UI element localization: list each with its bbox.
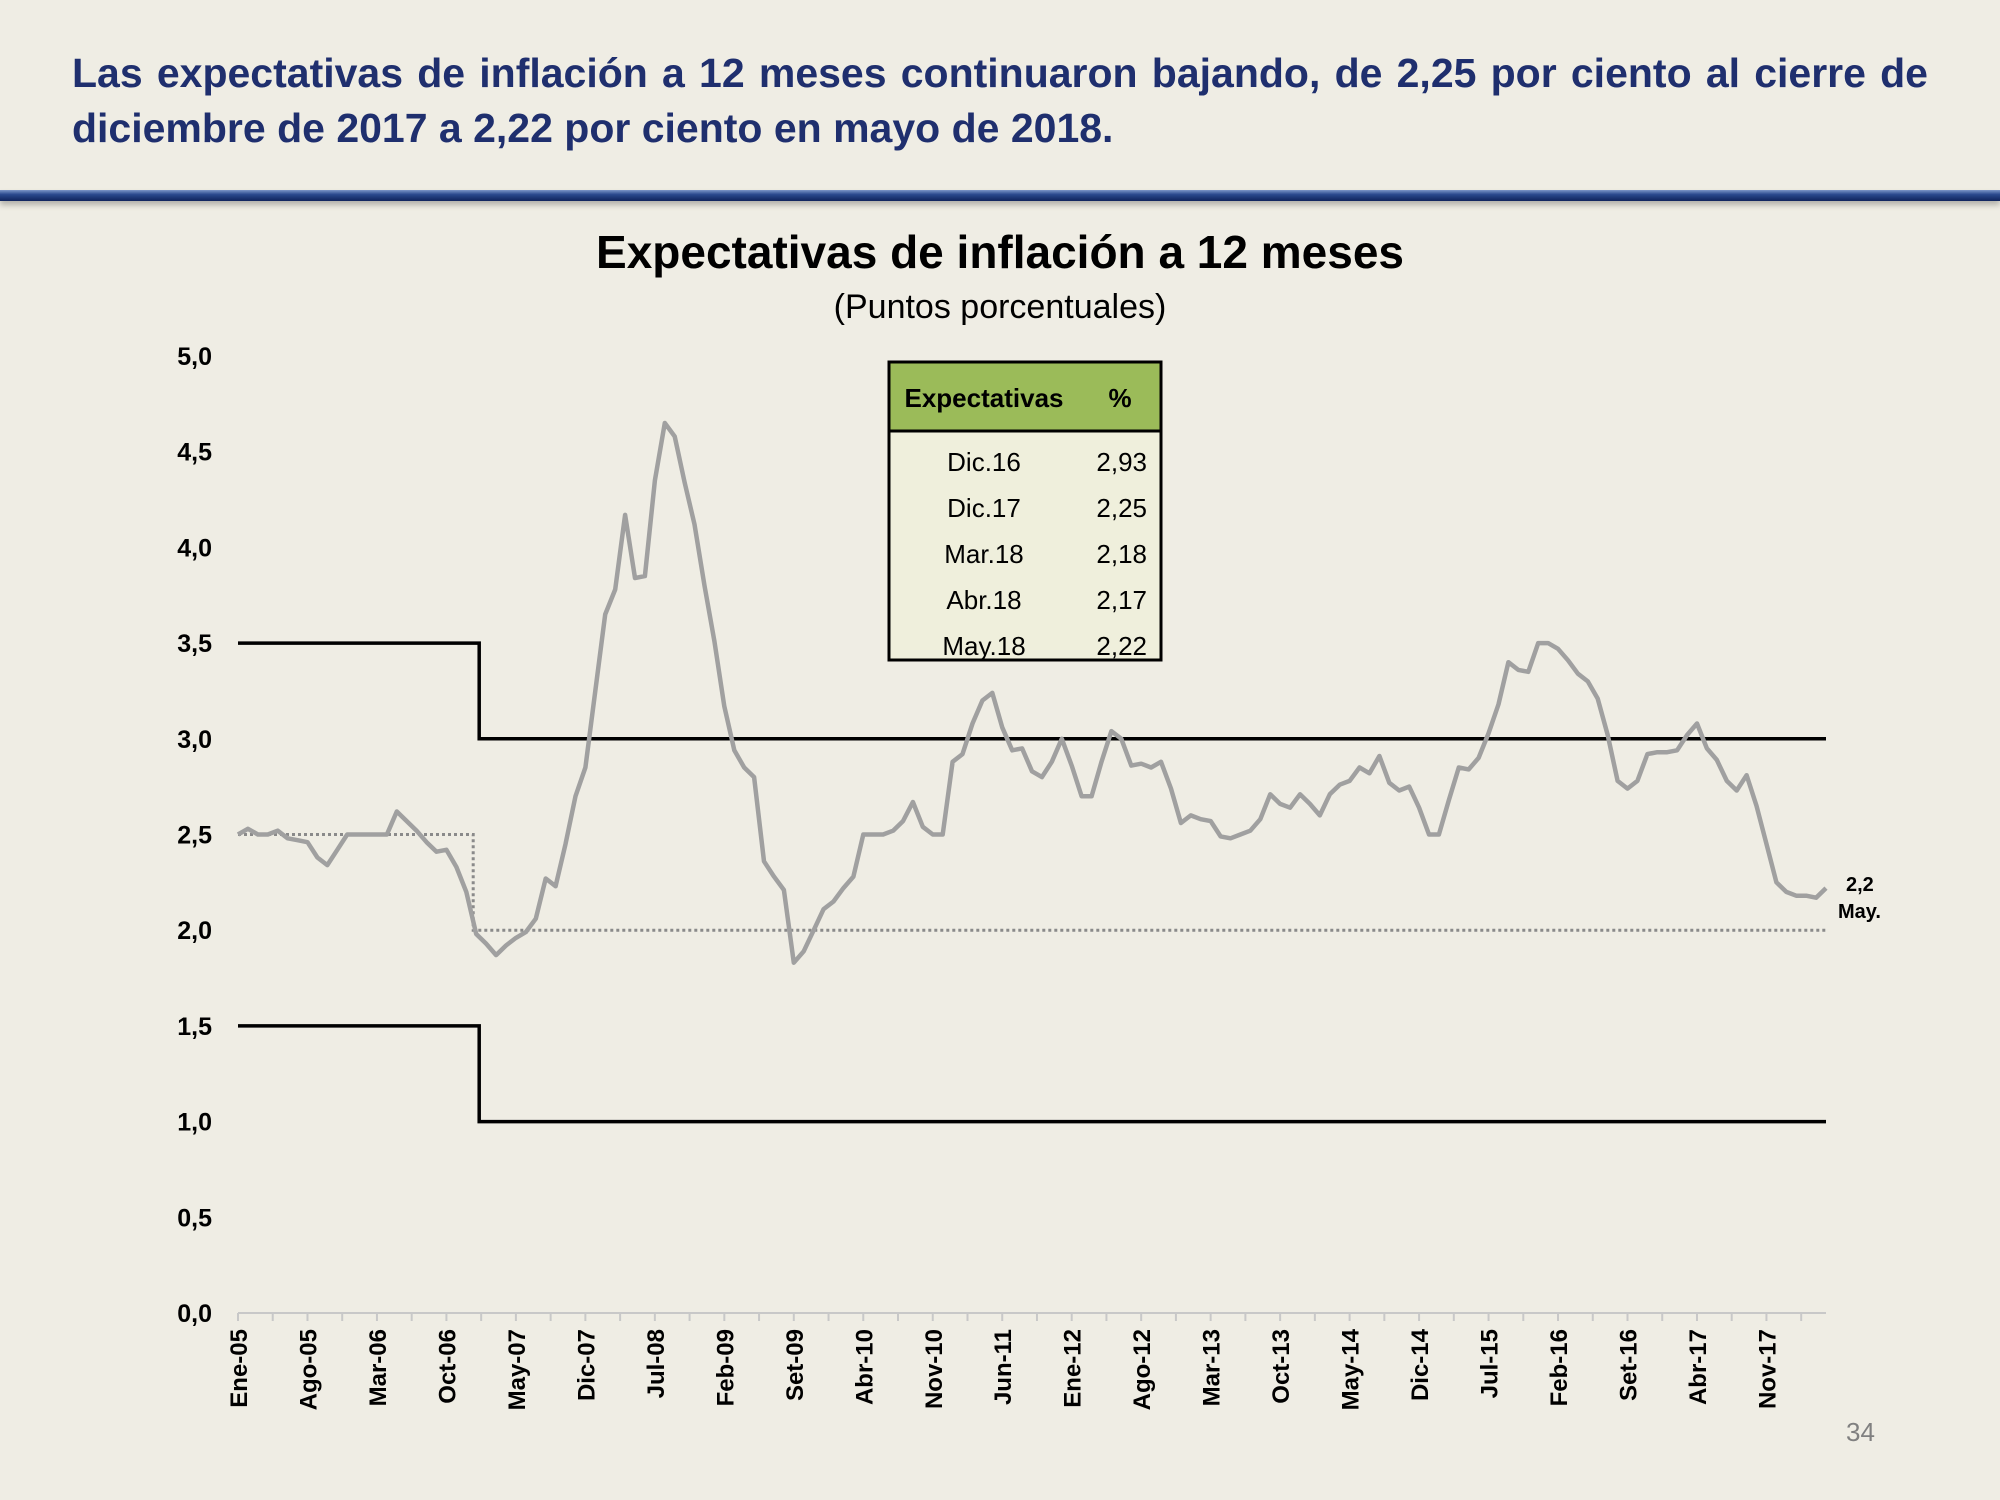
page-number: 34 (1846, 1417, 1875, 1447)
y-tick-label: 3,5 (177, 630, 212, 658)
x-tick-label: Dic-14 (1407, 1328, 1434, 1401)
y-tick-label: 2,5 (177, 822, 212, 850)
x-tick-label: Mar-13 (1199, 1329, 1226, 1406)
x-tick-label: Nov-10 (921, 1329, 948, 1409)
x-tick-label: Oct-13 (1268, 1329, 1295, 1404)
upper-range-line (238, 641, 1826, 741)
x-tick-label: Jul-08 (643, 1329, 670, 1398)
x-tick-label: Ene-05 (226, 1329, 253, 1408)
y-tick-label: 0,0 (177, 1300, 212, 1328)
table-row-value: 2,17 (1096, 585, 1147, 615)
x-tick-label: Abr-17 (1685, 1329, 1712, 1405)
x-tick-label: Oct-06 (434, 1329, 461, 1404)
table-row-value: 2,93 (1096, 447, 1147, 477)
header-divider (0, 190, 2000, 201)
x-tick-label: Ago-05 (295, 1329, 322, 1410)
slide-header: Las expectativas de inflación a 12 meses… (0, 0, 2000, 186)
end-value-label: 2,2 (1846, 874, 1874, 896)
x-tick-label: Ene-12 (1060, 1329, 1087, 1408)
y-tick-label: 4,5 (177, 439, 212, 467)
x-tick-label: May-07 (504, 1329, 531, 1410)
y-tick-label: 0,5 (177, 1204, 212, 1232)
x-tick-label: Set-09 (782, 1329, 809, 1401)
y-tick-label: 1,0 (177, 1109, 212, 1137)
y-tick-label: 2,0 (177, 917, 212, 945)
y-tick-label: 1,5 (177, 1013, 212, 1041)
table-row-period: Abr.18 (946, 585, 1021, 615)
x-tick-label: Dic-07 (573, 1329, 600, 1401)
inflation-target-line (238, 833, 1826, 932)
x-tick-label: Mar-06 (365, 1329, 392, 1406)
table-header-label: Expectativas (905, 383, 1064, 413)
x-tick-label: Set-16 (1616, 1329, 1643, 1401)
end-date-label: May. (1838, 901, 1881, 923)
x-tick-label: Jul-15 (1477, 1329, 1504, 1398)
table-row-period: Dic.17 (947, 493, 1021, 523)
slide-headline: Las expectativas de inflación a 12 meses… (72, 50, 1928, 151)
y-tick-label: 4,0 (177, 534, 212, 562)
y-tick-label: 5,0 (177, 343, 212, 371)
table-header-percent: % (1108, 383, 1131, 413)
x-tick-label: Feb-09 (712, 1329, 739, 1406)
chart-title: Expectativas de inflación a 12 meses (596, 226, 1404, 278)
x-tick-label: Feb-16 (1546, 1329, 1573, 1406)
y-tick-label: 3,0 (177, 726, 212, 754)
table-row-value: 2,22 (1096, 631, 1147, 661)
x-tick-label: Jun-11 (990, 1329, 1017, 1405)
lower-range-line (238, 1024, 1826, 1124)
x-tick-label: Ago-12 (1129, 1329, 1156, 1410)
table-row-value: 2,18 (1096, 539, 1147, 569)
table-row-period: May.18 (942, 631, 1025, 661)
chart-subtitle: (Puntos porcentuales) (834, 288, 1167, 326)
x-tick-label: Abr-10 (851, 1329, 878, 1405)
table-row-value: 2,25 (1096, 493, 1147, 523)
x-tick-label: Nov-17 (1754, 1329, 1781, 1409)
expectations-series-line (236, 420, 1828, 965)
table-row-period: Mar.18 (944, 539, 1024, 569)
table-row-period: Dic.16 (947, 447, 1021, 477)
x-tick-label: May-14 (1338, 1328, 1365, 1410)
table-header (887, 360, 1163, 433)
